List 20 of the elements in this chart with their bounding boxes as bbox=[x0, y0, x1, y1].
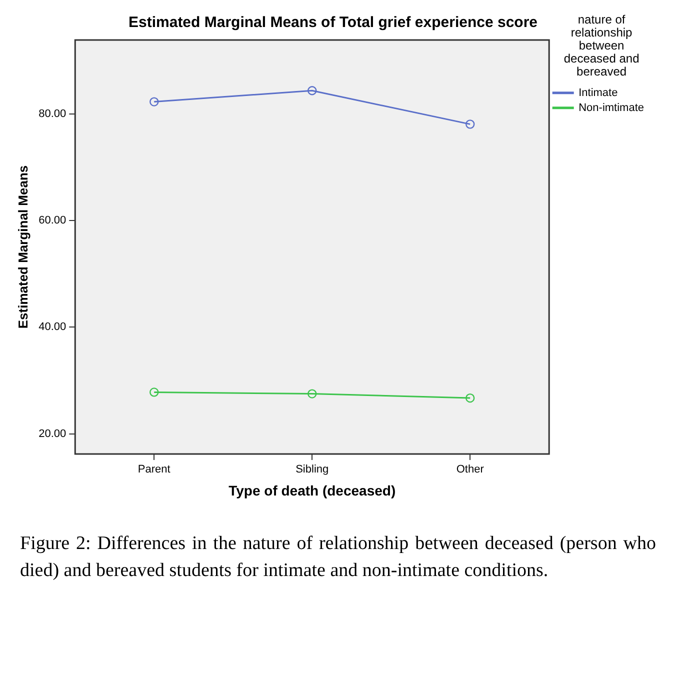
point bbox=[150, 388, 159, 397]
x-tick-label: Other bbox=[456, 464, 484, 476]
y-tick-label: 40.00 bbox=[38, 321, 66, 334]
point bbox=[308, 389, 317, 398]
point bbox=[150, 97, 159, 106]
point bbox=[466, 120, 475, 129]
y-tick-label: 60.00 bbox=[38, 214, 66, 227]
chart-title: Estimated Marginal Means of Total grief experience score bbox=[128, 14, 538, 32]
y-tick-label: 80.00 bbox=[38, 108, 66, 120]
y-tick-label: 20.00 bbox=[38, 428, 66, 440]
point bbox=[466, 393, 475, 403]
legend-title: nature of relationship between deceased and bereaved bbox=[564, 12, 640, 78]
legend-label: Intimate bbox=[578, 86, 618, 99]
legend-label: Non-imtimate bbox=[578, 102, 644, 114]
x-axis-title: Type of death (deceased) bbox=[228, 482, 396, 498]
x-tick-label: Sibling bbox=[296, 464, 329, 476]
caption: Figure 2: Differences in the nature of relationship between deceased (person who died) and bereaved students for intimate and non-intimate conditions. bbox=[19, 532, 657, 583]
x-tick-label: Parent bbox=[138, 464, 170, 476]
y-axis-title: Estimated Marginal Means bbox=[15, 165, 30, 329]
point bbox=[308, 86, 317, 96]
